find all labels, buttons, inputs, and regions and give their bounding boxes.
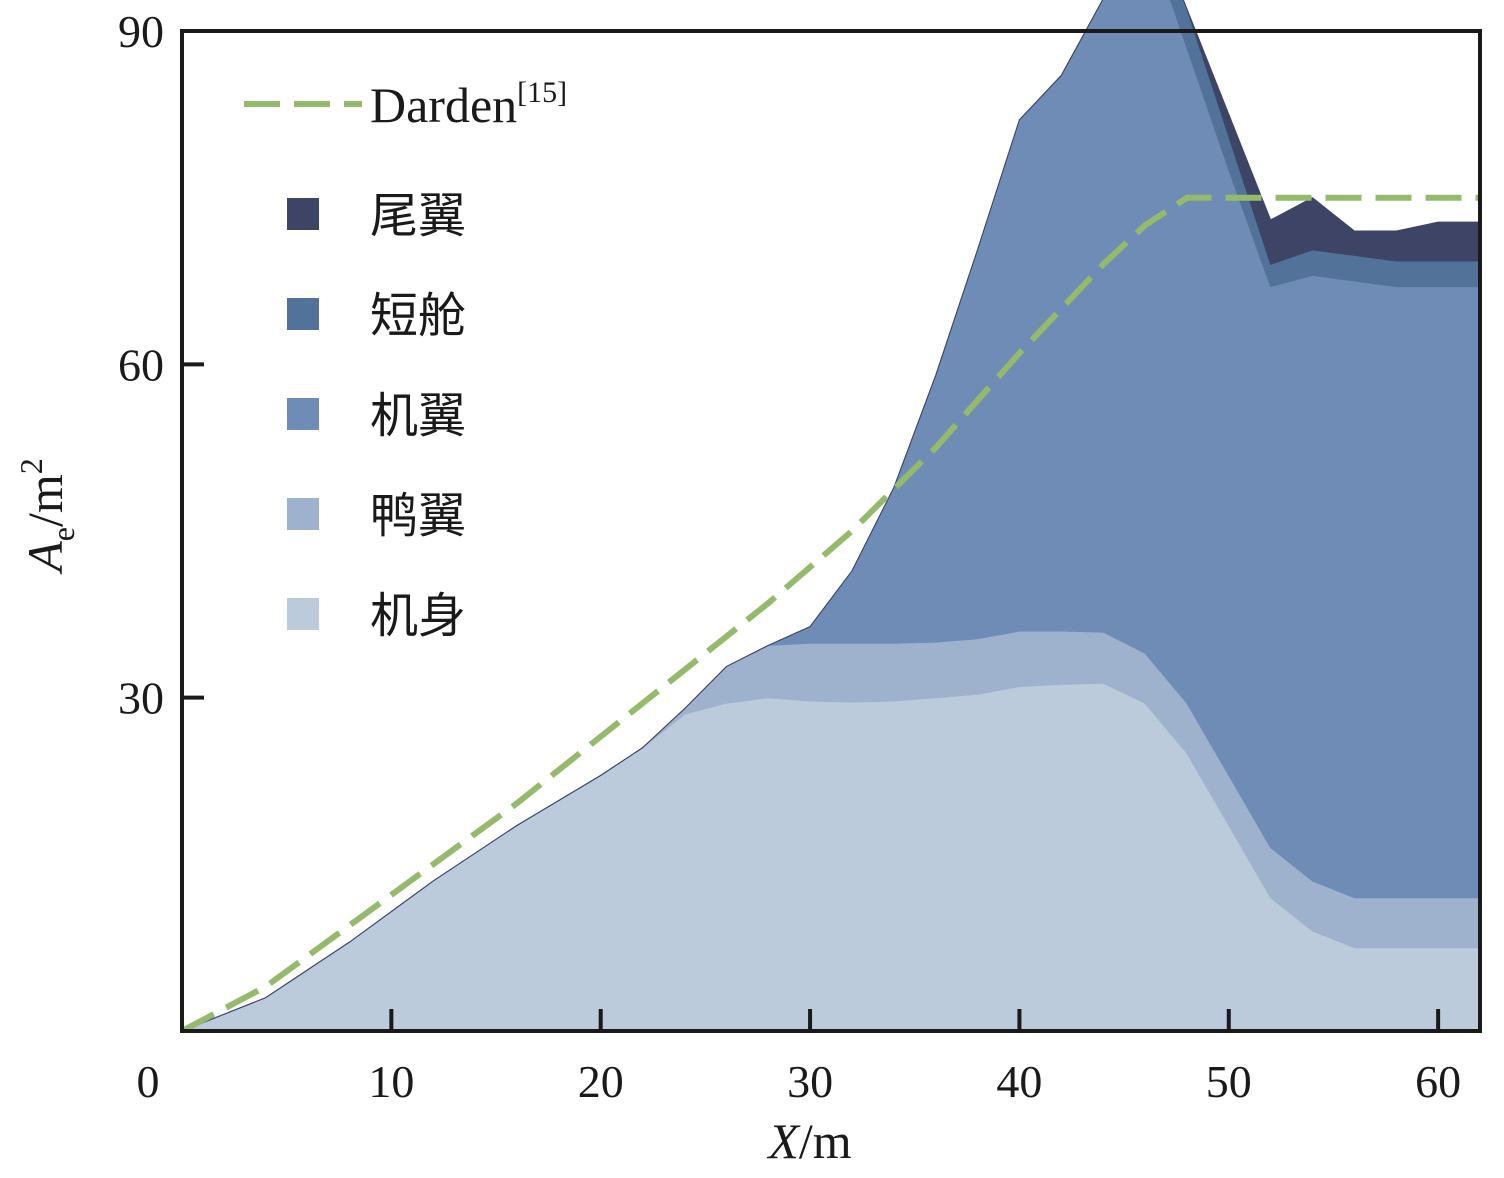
legend-swatch <box>287 198 319 230</box>
y-axis-label-sub: e <box>45 527 81 541</box>
x-axis-label-unit: /m <box>799 1113 852 1169</box>
x-tick-label: 40 <box>996 1056 1042 1107</box>
plot-frame <box>180 29 1482 1033</box>
x-axis-label: X/m <box>766 1113 851 1169</box>
y-tick-label: 60 <box>118 339 164 390</box>
x-tick-label: 0 <box>137 1056 160 1107</box>
legend-label-darden: Darden[15] <box>370 76 567 133</box>
x-axis-ticks: 0 10 20 30 40 50 60 <box>137 1009 1461 1107</box>
legend-label: 尾翼 <box>370 188 466 244</box>
legend-swatch <box>287 298 319 330</box>
x-tick-label: 30 <box>787 1056 833 1107</box>
legend-swatch <box>287 498 319 530</box>
legend-label: 机身 <box>370 588 466 644</box>
y-tick-label: 30 <box>118 673 164 724</box>
y-tick-label: 90 <box>118 6 164 57</box>
legend-label: 鸭翼 <box>370 488 466 544</box>
x-tick-label: 20 <box>578 1056 624 1107</box>
legend-label: 短舱 <box>370 288 466 344</box>
y-axis-label-var: A <box>17 541 73 575</box>
reference-line <box>180 194 1480 1034</box>
x-tick-label: 10 <box>368 1056 414 1107</box>
legend-label: 机翼 <box>370 388 466 444</box>
legend-swatch <box>287 598 319 630</box>
x-tick-label: 50 <box>1206 1056 1252 1107</box>
legend-swatch <box>287 398 319 430</box>
y-axis-label-sup: 2 <box>13 458 49 474</box>
y-axis-ticks: 30 60 90 <box>118 6 204 724</box>
reference-line-group <box>180 194 1480 1034</box>
y-axis-label-unit: /m <box>17 474 73 527</box>
x-tick-label: 60 <box>1415 1056 1461 1107</box>
x-axis-label-var: X <box>766 1113 801 1169</box>
y-axis-label: Ae/m2 <box>13 458 81 575</box>
